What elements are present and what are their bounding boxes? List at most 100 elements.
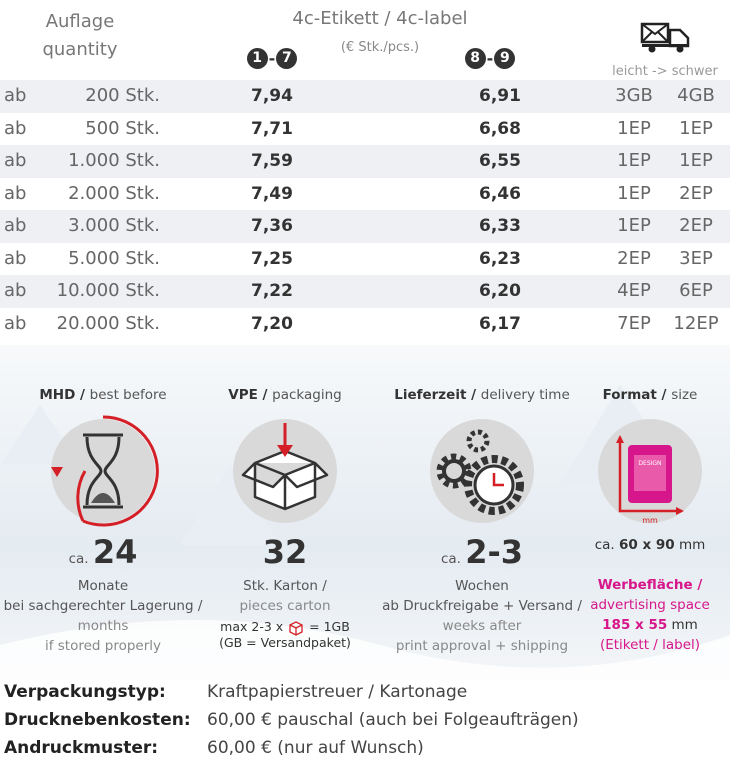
product: 4c-Etikett / 4c-label bbox=[292, 8, 468, 29]
prefix: ab bbox=[4, 215, 27, 236]
shipping-light: 1EP bbox=[617, 150, 651, 171]
vpe-title: VPE / packaging bbox=[185, 385, 385, 405]
group-1: 1-7 bbox=[222, 48, 322, 69]
footer-label: Verpackungstyp: bbox=[4, 682, 166, 702]
format-icon: DESIGN mm bbox=[598, 419, 702, 525]
ad-unit: mm bbox=[671, 617, 698, 633]
price-2: 6,20 bbox=[479, 281, 521, 301]
group-sep: - bbox=[486, 49, 494, 68]
quantity: 20.000 Stk. bbox=[56, 312, 160, 334]
price-1: 7,94 bbox=[251, 86, 293, 106]
icon-label: DESIGN bbox=[638, 460, 661, 467]
line: if stored properly bbox=[44, 638, 162, 654]
mhd-value-line: ca. 24 bbox=[3, 535, 203, 576]
price-1: 7,20 bbox=[251, 313, 293, 334]
line: months bbox=[77, 618, 129, 634]
delivery-value-line: ca. 2-3 bbox=[382, 535, 582, 576]
title: Format / bbox=[602, 387, 667, 403]
note: max 2-3 x = 1GB bbox=[185, 618, 385, 636]
gears-icon bbox=[430, 419, 534, 523]
prefix: ab bbox=[4, 182, 27, 204]
size-prefix: ca. bbox=[594, 537, 615, 553]
info-section: MHD / best before ca. 24 Monate bei sach… bbox=[0, 345, 730, 680]
price-2: 6,68 bbox=[479, 118, 521, 139]
unit: Wochen bbox=[455, 578, 509, 594]
unit: Stk. Karton / bbox=[243, 578, 327, 594]
shipping-heavy: 1EP bbox=[679, 150, 713, 171]
table-row: ab 2.000 Stk. 7,49 6,46 1EP 2EP bbox=[0, 178, 730, 211]
note-post: = 1GB bbox=[309, 619, 350, 634]
subtitle: size bbox=[671, 387, 698, 403]
subtitle: best before bbox=[89, 387, 167, 403]
prefix: ab bbox=[4, 85, 27, 106]
footer-value: 60,00 € (nur auf Wunsch) bbox=[207, 738, 424, 758]
format-column: Format / size DESIGN mm ca. 60 x 90 mm W… bbox=[550, 385, 730, 655]
table-row: ab 500 Stk. 7,71 6,68 1EP 1EP bbox=[0, 113, 730, 146]
quantity: 2.000 Stk. bbox=[68, 182, 160, 204]
size: 60 x 90 bbox=[619, 537, 675, 553]
line: bei sachgerechter Lagerung / bbox=[3, 598, 203, 614]
table-row: ab 200 Stk. 7,94 6,91 3GB 4GB bbox=[0, 80, 730, 113]
quantity-en: quantity bbox=[42, 39, 118, 60]
unit: Monate bbox=[77, 578, 129, 594]
note-pre: max 2-3 x bbox=[220, 619, 284, 634]
ad-note: (Etikett / label) bbox=[599, 637, 701, 653]
shipping-light: 1EP bbox=[617, 117, 651, 139]
vpe-value-line: 32 bbox=[185, 535, 385, 576]
vpe-column: VPE / packaging 32 Stk. Karton / pieces … bbox=[185, 385, 385, 650]
table-row: ab 5.000 Stk. 7,25 6,23 2EP 3EP bbox=[0, 243, 730, 276]
group-2: 8-9 bbox=[440, 48, 540, 69]
prefix: ab bbox=[4, 312, 27, 334]
prefix: ab bbox=[4, 280, 27, 301]
shipping-label: leicht -> schwer bbox=[612, 64, 718, 79]
price-1: 7,71 bbox=[251, 118, 293, 139]
footer-row: Verpackungstyp: Kraftpapierstreuer / Kart… bbox=[4, 682, 467, 702]
size-unit: mm bbox=[678, 537, 706, 553]
price-2: 6,46 bbox=[479, 183, 521, 204]
format-title: Format / size bbox=[550, 385, 730, 405]
background-trees bbox=[0, 385, 730, 680]
quantity: 5.000 Stk. bbox=[68, 247, 160, 269]
price-1: 7,22 bbox=[251, 281, 293, 301]
quantity: 1.000 Stk. bbox=[68, 150, 160, 171]
icon-unit: mm bbox=[642, 516, 658, 525]
price-2: 6,17 bbox=[479, 313, 521, 334]
subtitle: packaging bbox=[272, 387, 342, 403]
group-to: 7 bbox=[276, 48, 298, 69]
shipping-heavy: 6EP bbox=[679, 280, 713, 301]
shipping-icon bbox=[640, 22, 690, 53]
shipping-light: 4EP bbox=[617, 280, 651, 301]
group-to: 9 bbox=[494, 48, 516, 69]
price-2: 6,23 bbox=[479, 248, 521, 269]
mhd-title: MHD / best before bbox=[3, 385, 203, 405]
small-box-icon bbox=[289, 620, 303, 636]
title: MHD / bbox=[39, 387, 85, 403]
footer-row: Andruckmuster: 60,00 € (nur auf Wunsch) bbox=[4, 738, 424, 758]
price-2: 6,55 bbox=[479, 151, 521, 171]
title: VPE / bbox=[228, 387, 268, 403]
ad-title: Werbefläche / bbox=[597, 577, 703, 593]
price-1: 7,49 bbox=[251, 183, 293, 204]
table-row: ab 1.000 Stk. 7,59 6,55 1EP 1EP bbox=[0, 145, 730, 178]
table-row: ab 20.000 Stk. 7,20 6,17 7EP 12EP bbox=[0, 308, 730, 341]
line: pieces carton bbox=[239, 598, 331, 614]
shipping-light: 3GB bbox=[615, 85, 653, 106]
hourglass-icon bbox=[51, 415, 159, 527]
footer-label: Andruckmuster: bbox=[4, 738, 159, 758]
prefix: ab bbox=[4, 247, 27, 269]
ad-en: advertising space bbox=[590, 597, 710, 613]
shipping-light: 2EP bbox=[617, 247, 651, 269]
footer-value: 60,00 € pauschal (auch bei Folgeaufträge… bbox=[207, 710, 579, 730]
prefix: ca. bbox=[440, 551, 461, 567]
price-2: 6,33 bbox=[479, 216, 521, 236]
ad-size: 185 x 55 bbox=[602, 617, 668, 633]
group-from: 8 bbox=[464, 48, 486, 69]
box-icon bbox=[233, 419, 337, 523]
note2: (GB = Versandpaket) bbox=[219, 635, 351, 650]
shipping-heavy: 1EP bbox=[679, 117, 713, 139]
group-sep: - bbox=[268, 49, 276, 68]
delivery-title: Lieferzeit / delivery time bbox=[382, 385, 582, 405]
delivery-column: Lieferzeit / delivery time ca. 2-3 Woche… bbox=[382, 385, 582, 656]
price-2: 6,91 bbox=[479, 86, 521, 106]
